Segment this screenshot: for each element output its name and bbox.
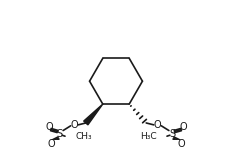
Text: CH₃: CH₃ bbox=[75, 132, 92, 141]
Text: O: O bbox=[70, 120, 78, 130]
Text: H₃C: H₃C bbox=[139, 132, 156, 141]
Text: O: O bbox=[153, 120, 161, 130]
Text: O: O bbox=[45, 122, 53, 132]
Text: S: S bbox=[56, 129, 62, 139]
Polygon shape bbox=[83, 104, 102, 125]
Text: O: O bbox=[176, 139, 184, 148]
Text: O: O bbox=[178, 122, 186, 132]
Text: O: O bbox=[47, 139, 55, 148]
Text: S: S bbox=[169, 129, 175, 139]
